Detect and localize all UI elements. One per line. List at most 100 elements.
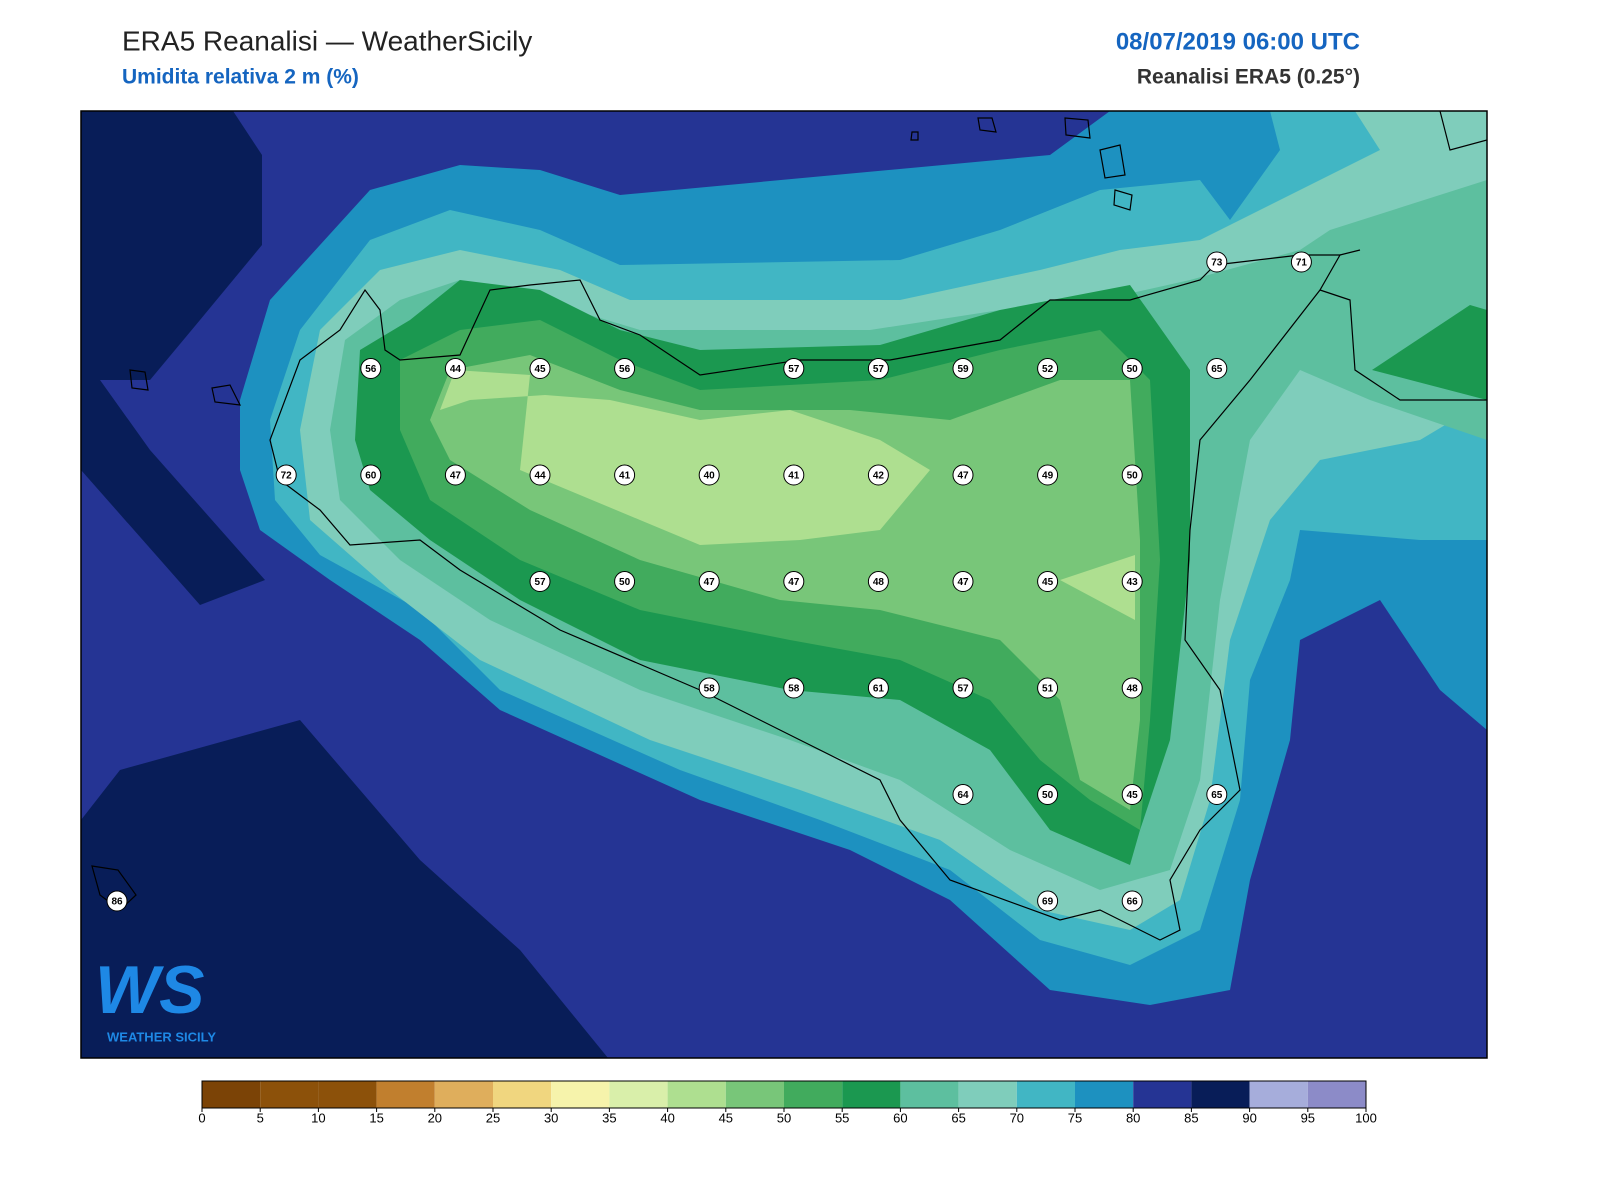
station-value: 47 [788,577,800,588]
station-value: 47 [957,577,969,588]
station-marker [952,571,974,592]
colorbar-tick-label: 50 [777,1110,791,1125]
station-marker [1206,358,1228,379]
station-marker [1037,571,1059,592]
station-marker [952,677,974,699]
station-value: 56 [365,364,377,375]
colorbar-tick-label: 40 [660,1110,674,1125]
source: Reanalisi ERA5 (0.25°) [1137,66,1360,89]
station-marker [867,464,889,486]
colorbar-swatch [260,1081,319,1108]
station-marker [614,571,636,592]
colorbar-swatch [376,1081,435,1108]
humidity-contour [1372,305,1487,400]
colorbar-tick-label: 0 [198,1110,205,1125]
colorbar-swatch [667,1081,726,1108]
station-marker [867,677,889,699]
station-marker [952,358,974,379]
station-marker [1037,890,1059,912]
station-value: 41 [788,471,800,482]
colorbar-tick-label: 60 [893,1110,907,1125]
station-value: 40 [704,471,716,482]
station-value: 60 [365,471,377,482]
station-marker [360,358,382,379]
station-marker [783,677,805,699]
station-value: 48 [873,577,885,588]
island [211,384,242,406]
station-value: 44 [450,364,462,375]
colorbar-swatch [784,1081,843,1108]
colorbar-swatch [900,1081,959,1108]
station-marker [1121,358,1143,379]
colorbar-swatch [1133,1081,1192,1108]
station-value: 66 [1127,897,1139,908]
station-value: 52 [1042,364,1054,375]
island [1064,117,1091,139]
colorbar-swatch [1191,1081,1250,1108]
station-marker [1037,784,1059,805]
coastline [269,254,1342,941]
station-value: 45 [1042,577,1054,588]
station-value: 65 [1211,790,1223,801]
subtitle: Umidita relativa 2 m (%) [122,66,359,89]
station-marker [1121,784,1143,805]
colorbar-tick-label: 65 [951,1110,965,1125]
colorbar-swatch [493,1081,552,1108]
station-value: 49 [1042,471,1054,482]
station-value: 50 [1042,790,1054,801]
colorbar-tick-label: 45 [719,1110,733,1125]
humidity-contour [1060,555,1135,620]
station-value: 45 [1127,790,1139,801]
station-value: 59 [957,364,969,375]
humidity-contour [81,111,262,380]
colorbar-tick-label: 25 [486,1110,500,1125]
station-value: 43 [1127,577,1139,588]
station-marker [1037,358,1059,379]
station-value: 73 [1211,258,1223,269]
station-value: 47 [450,471,462,482]
colorbar-tick-label: 70 [1010,1110,1024,1125]
island [910,131,919,141]
station-value: 69 [1042,897,1054,908]
station-value: 47 [704,577,716,588]
station-value: 41 [619,471,631,482]
station-value: 50 [1127,471,1139,482]
station-value: 64 [957,790,969,801]
colorbar-swatch [1249,1081,1308,1108]
station-value: 50 [1127,364,1139,375]
map: 73 71 56 44 45 56 57 57 59 52 50 65 72 60 47 44 41 40 41 42… [81,111,1487,1058]
station-marker [1121,890,1143,912]
colorbar-tick-label: 5 [257,1110,264,1125]
station-marker [444,358,466,379]
station-marker [867,571,889,592]
station-marker [1121,464,1143,486]
coastline [1319,111,1487,401]
island [129,369,149,391]
colorbar-tick-label: 100 [1355,1110,1377,1125]
colorbar-tick-label: 80 [1126,1110,1140,1125]
logo-text: WEATHER SICILY [107,1029,216,1044]
station-value: 65 [1211,364,1223,375]
station-marker [1206,784,1228,805]
station-value: 86 [111,897,123,908]
colorbar-tick-label: 35 [602,1110,616,1125]
station-marker [698,677,720,699]
island [91,865,137,911]
station-value: 50 [619,577,631,588]
station-marker [783,358,805,379]
station-value: 71 [1296,258,1308,269]
station-value: 56 [619,364,631,375]
colorbar-tick-label: 75 [1068,1110,1082,1125]
station-marker [952,464,974,486]
colorbar-swatch [1075,1081,1134,1108]
station-value: 42 [873,471,885,482]
station-marker [867,358,889,379]
station-marker [1206,251,1228,273]
colorbar-tick-label: 30 [544,1110,558,1125]
station-marker [1037,677,1059,699]
station-marker [1121,571,1143,592]
humidity-contour [81,380,265,605]
colorbar-tick-label: 10 [311,1110,325,1125]
